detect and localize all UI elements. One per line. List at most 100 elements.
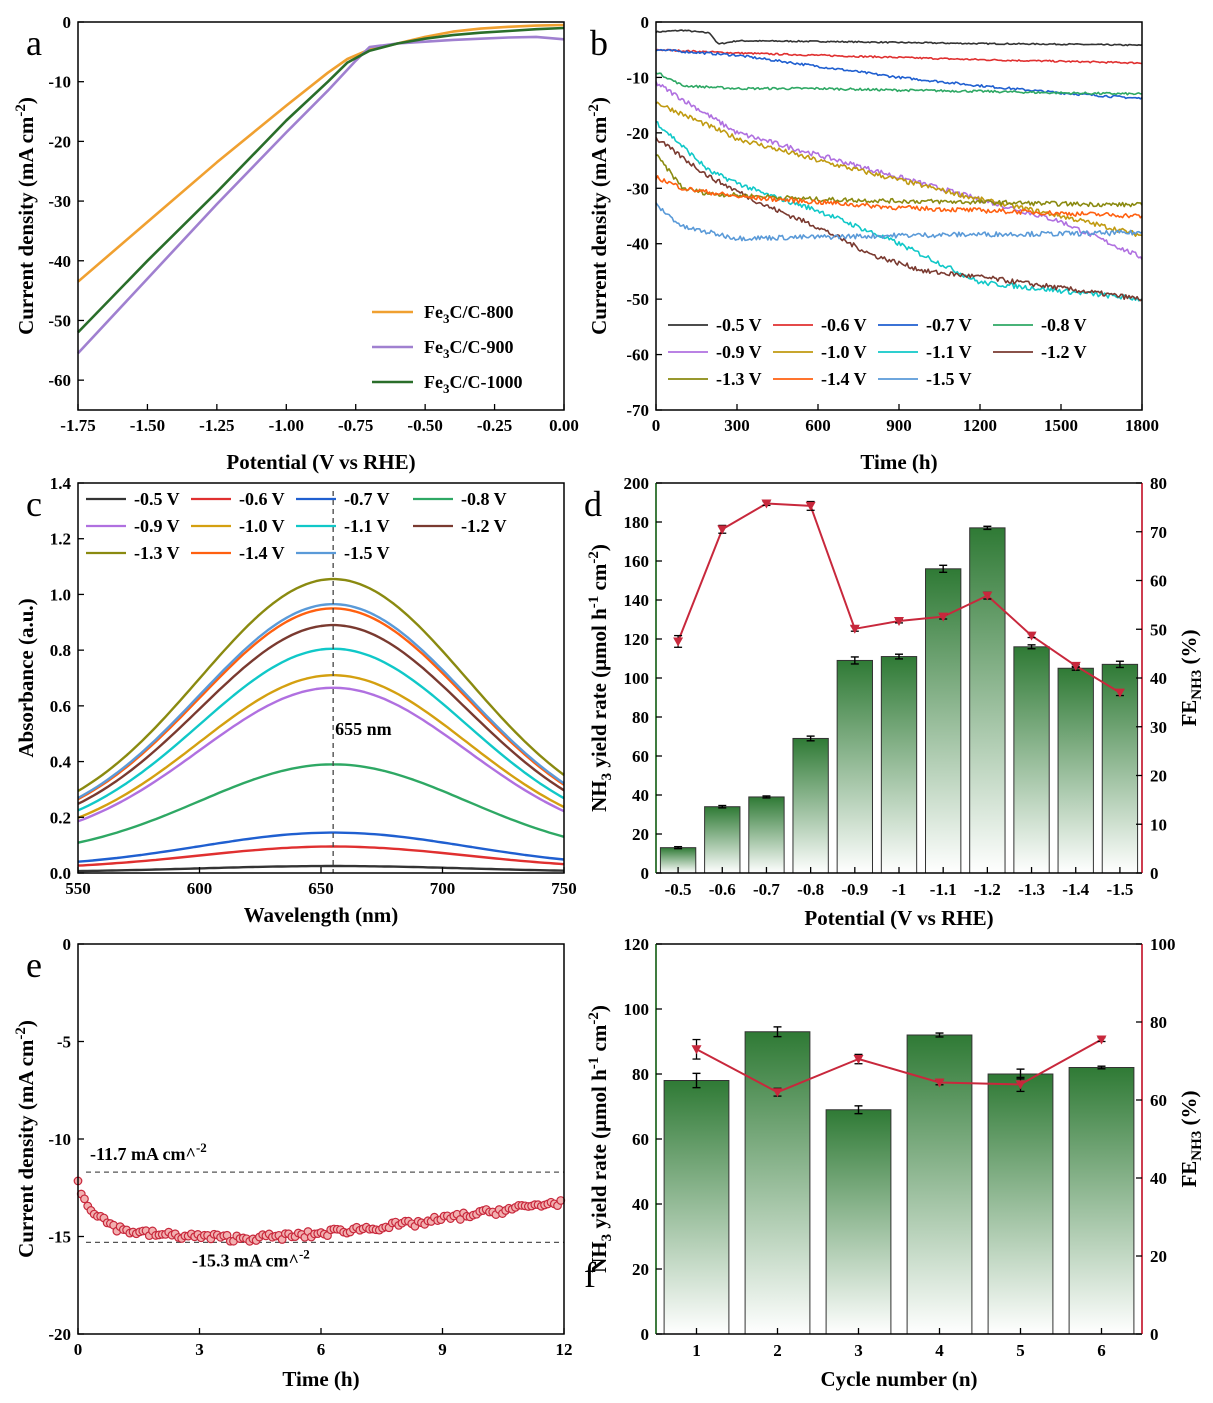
data-point [80, 1194, 89, 1204]
legend-label: -1.0 V [239, 516, 285, 536]
legend-label: Fe3C/C-1000 [424, 372, 522, 396]
fe-marker [849, 624, 860, 634]
legend-label: -1.4 V [821, 369, 867, 389]
y-tick-label: 20 [632, 1260, 649, 1279]
legend-label: Fe3C/C-900 [424, 337, 513, 361]
y-tick-label: 80 [632, 1065, 649, 1084]
panel-label: d [584, 484, 602, 524]
y-tick-label: -10 [48, 1130, 71, 1149]
series-line [655, 175, 1143, 219]
y2-axis-label: FENH3 (%) [1177, 1090, 1205, 1187]
y-tick-label: -40 [48, 252, 71, 271]
x-tick-label: 650 [308, 879, 334, 898]
bar [1068, 1067, 1135, 1335]
x-tick-label: -1.25 [199, 416, 234, 435]
x-tick-label: 1800 [1125, 416, 1159, 435]
y-tick-label: -30 [48, 192, 71, 211]
y-tick-label: -5 [57, 1033, 71, 1052]
y-tick-label: -20 [48, 1325, 71, 1344]
x-axis-label: Time (h) [860, 450, 937, 474]
y-tick-label: 60 [632, 747, 649, 766]
y-axis-label: Current density (mA cm-2) [13, 1020, 38, 1258]
y-tick-label: -50 [48, 311, 71, 330]
legend-label: -0.5 V [134, 489, 180, 509]
legend-label: -1.1 V [926, 342, 972, 362]
x-tick-label: 1200 [963, 416, 997, 435]
y-tick-label: 20 [632, 825, 649, 844]
y-axis-label: NH3 yield rate (μmol h-1 cm-2) [586, 544, 615, 812]
bar [704, 806, 741, 874]
y-tick-label: 0 [1150, 864, 1159, 883]
panel-label: a [26, 23, 42, 63]
plot-frame [77, 943, 565, 1335]
x-tick-label: -1 [892, 880, 906, 899]
x-tick-label: 12 [556, 1340, 573, 1359]
x-tick-label: -1.1 [930, 880, 957, 899]
y-tick-label: 0 [1150, 1325, 1159, 1344]
y-tick-label: 60 [1150, 1091, 1167, 1110]
y-tick-label: 40 [632, 786, 649, 805]
series-line [655, 101, 1143, 237]
panel-e: -11.7 mA cm^-2 -15.3 mA cm^-2 0 3 6 9 12 0 -5 -10… [13, 935, 573, 1391]
series-line [655, 136, 1143, 302]
y-tick-label: 40 [1150, 1169, 1167, 1188]
series-line [77, 831, 565, 863]
fe-marker [772, 1088, 783, 1098]
y-tick-label: 20 [1150, 1247, 1167, 1266]
fe-line [696, 1038, 1102, 1094]
y-tick-label: 120 [624, 935, 650, 954]
series-line [655, 29, 1143, 47]
y-axis-label: NH3 yield rate (μmol h-1 cm-2) [586, 1005, 615, 1273]
y-tick-label: -30 [626, 179, 649, 198]
panel-label: c [26, 484, 42, 524]
legend-label: -1.4 V [239, 543, 285, 563]
legend-label: -1.5 V [926, 369, 972, 389]
x-tick-label: 300 [724, 416, 750, 435]
panel-a: -1.75 -1.50 -1.25 -1.00 -0.75 -0.50 -0.25 0.00 0… [13, 13, 579, 474]
x-tick-label: 6 [317, 1340, 326, 1359]
fe-marker [673, 637, 684, 647]
y-tick-label: 0.6 [50, 697, 71, 716]
series-line [655, 202, 1143, 242]
x-tick-label: -1.5 [1106, 880, 1133, 899]
y-axis-label: Absorbance (a.u.) [14, 598, 38, 757]
fe-marker [1096, 1035, 1107, 1045]
y2-axis-label: FENH3 (%) [1177, 629, 1205, 726]
y-tick-label: 30 [1150, 718, 1167, 737]
series-line [77, 674, 565, 819]
plot-frame [77, 482, 565, 874]
fe-marker [894, 616, 904, 626]
y-tick-label: -60 [48, 371, 71, 390]
x-tick-label: -0.5 [665, 880, 692, 899]
legend-label: -0.6 V [239, 489, 285, 509]
x-tick-label: -0.7 [753, 880, 780, 899]
legend-label: -0.7 V [926, 315, 972, 335]
x-axis-label: Time (h) [282, 1367, 359, 1391]
x-tick-label: -0.6 [709, 880, 736, 899]
x-tick-label: 5 [1016, 1341, 1025, 1360]
x-tick-label: -0.50 [407, 416, 442, 435]
y-tick-label: 1.4 [50, 474, 72, 493]
y-tick-label: 80 [632, 708, 649, 727]
series-line [77, 23, 565, 283]
y-tick-label: -50 [626, 290, 649, 309]
y-tick-label: -20 [48, 132, 71, 151]
x-tick-label: 9 [438, 1340, 447, 1359]
x-axis-label: Cycle number (n) [820, 1367, 977, 1391]
x-tick-label: 3 [195, 1340, 204, 1359]
series-line [77, 35, 565, 355]
annotation-lower: -15.3 mA cm^-2 [192, 1246, 310, 1270]
legend-label: -1.2 V [461, 516, 507, 536]
y-tick-label: 40 [632, 1195, 649, 1214]
bar [825, 1109, 892, 1335]
series-line [655, 48, 1143, 65]
fe-marker [691, 1045, 702, 1055]
series-line [655, 154, 1143, 208]
bar [1057, 667, 1094, 874]
y-tick-label: -40 [626, 235, 649, 254]
y-tick-label: 0.0 [50, 864, 71, 883]
y-tick-label: -20 [626, 124, 649, 143]
x-tick-label: -0.9 [841, 880, 868, 899]
